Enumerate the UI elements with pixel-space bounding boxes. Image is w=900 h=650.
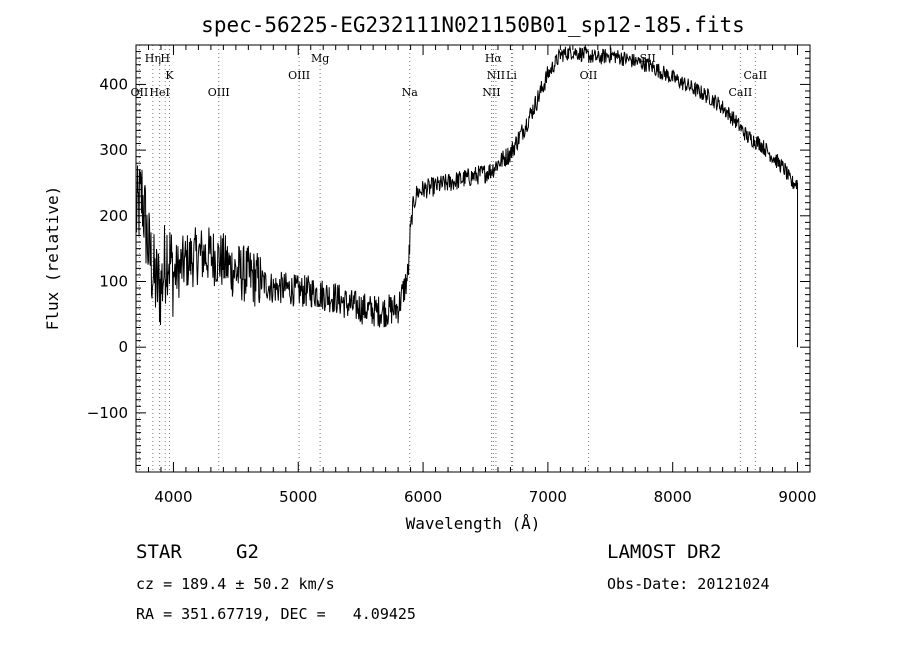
x-tick-label: 6000 — [404, 488, 442, 506]
line-label-12: Li — [506, 69, 517, 82]
line-label-3: HeI — [149, 86, 169, 99]
x-tick-label: 8000 — [654, 488, 692, 506]
line-label-8: Na — [402, 86, 419, 99]
y-axis-label: Flux (relative) — [43, 186, 62, 331]
line-label-5: OIII — [208, 86, 230, 99]
spectrum-series — [135, 45, 799, 348]
coordinates: RA = 351.67719, DEC = 4.09425 — [136, 605, 416, 623]
object-subclass: G2 — [236, 541, 259, 563]
y-tick-label: −100 — [87, 404, 128, 422]
line-label-0: OII — [131, 86, 149, 99]
line-label-4: K — [165, 69, 174, 82]
line-label-16: CaII — [729, 86, 753, 99]
line-label-13: OII — [580, 69, 598, 82]
observation-date: Obs-Date: 20121024 — [607, 575, 770, 593]
chart-title: spec-56225-EG232111N021150B01_sp12-185.f… — [201, 13, 745, 37]
y-tick-label: 200 — [99, 207, 128, 225]
y-tick-label: 0 — [118, 338, 128, 356]
line-label-10: NII — [487, 69, 505, 82]
axes: 4000 5000 6000 7000 8000 9000 −100 0 100 200 300 40… — [87, 44, 817, 506]
y-tick-label: 400 — [99, 75, 128, 93]
spectrum-line — [135, 45, 798, 328]
line-label-15: CaII — [743, 69, 767, 82]
line-label-11: NII — [482, 86, 500, 99]
survey-name: LAMOST DR2 — [607, 541, 722, 563]
plot-frame — [135, 44, 811, 473]
line-label-6: OIII — [288, 69, 310, 82]
line-label-1: Hη — [145, 52, 161, 65]
x-tick-label: 7000 — [529, 488, 567, 506]
redshift-cz: cz = 189.4 ± 50.2 km/s — [136, 575, 335, 593]
x-tick-label: 9000 — [778, 488, 816, 506]
line-label-2: H — [160, 52, 170, 65]
object-type: STAR — [136, 541, 182, 563]
x-axis-label: Wavelength (Å) — [406, 514, 541, 533]
y-tick-label: 100 — [99, 272, 128, 290]
line-label-9: Hα — [485, 52, 503, 65]
x-tick-label: 5000 — [279, 488, 317, 506]
line-label-7: Mg — [311, 52, 329, 65]
y-tick-label: 300 — [99, 141, 128, 159]
x-tick-label: 4000 — [154, 488, 192, 506]
